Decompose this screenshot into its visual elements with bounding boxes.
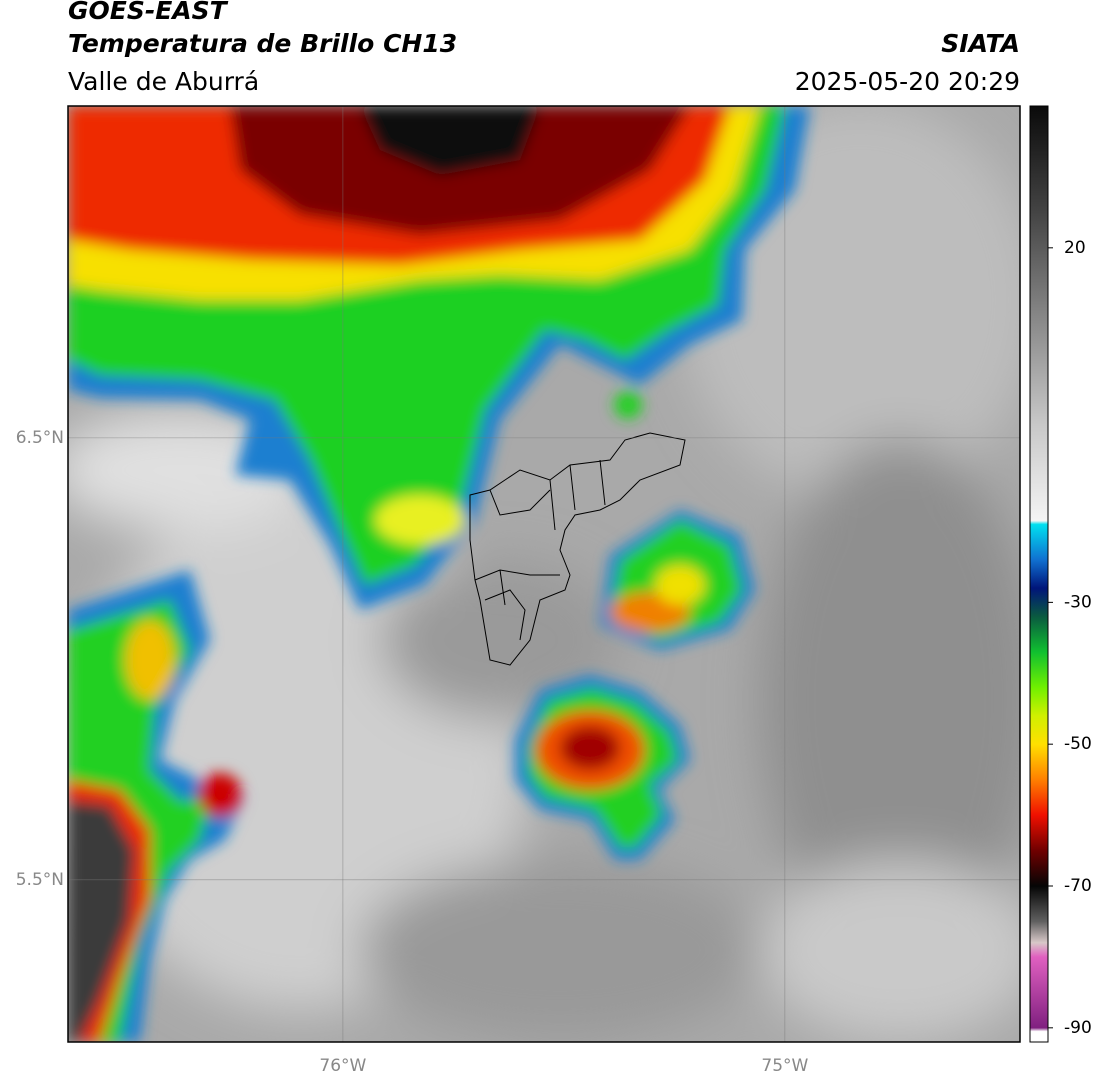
x-tick-label: 75°W	[761, 1056, 808, 1076]
x-tick-label: 76°W	[319, 1056, 366, 1076]
subtitle: Temperatura de Brillo CH13	[68, 29, 457, 58]
y-tick-label: 6.5°N	[16, 428, 64, 448]
satellite-image	[68, 106, 1020, 1042]
grid	[68, 106, 1020, 1042]
colorbar-tick-label: -50	[1064, 734, 1092, 754]
y-tick-label: 5.5°N	[16, 870, 64, 890]
colorbar	[1029, 105, 1049, 1043]
title: GOES-EAST	[68, 0, 229, 25]
datetime: 2025-05-20 20:29	[795, 67, 1020, 96]
colorbar-tick-label: -70	[1064, 876, 1092, 896]
colorbar-tick-label: 20	[1064, 238, 1086, 258]
map-frame	[67, 105, 1021, 1043]
colorbar-tick-label: -30	[1064, 592, 1092, 612]
colorbar-tick-label: -90	[1064, 1018, 1092, 1038]
source: SIATA	[941, 29, 1020, 58]
region: Valle de Aburrá	[68, 67, 259, 96]
